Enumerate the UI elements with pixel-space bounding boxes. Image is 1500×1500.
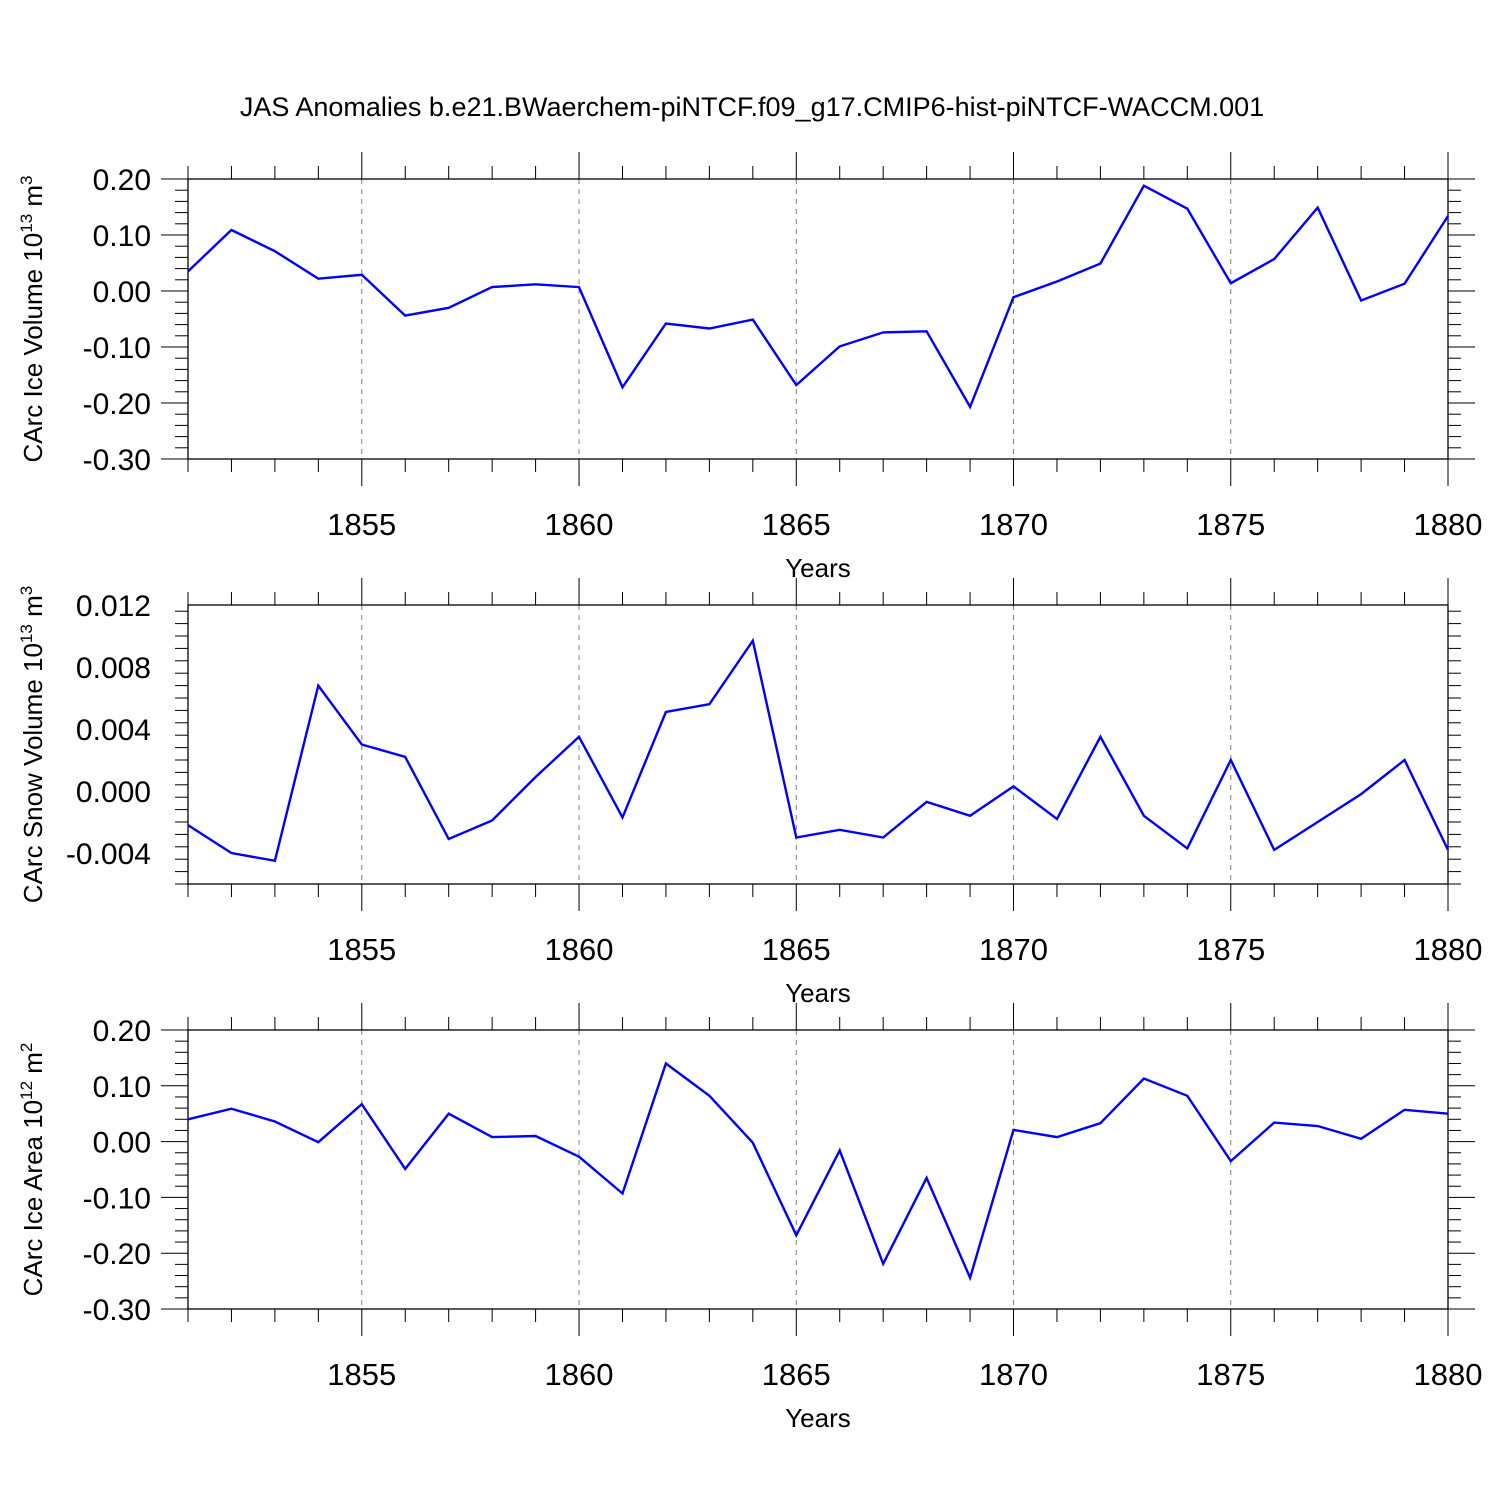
y-tick-label: 0.00: [93, 276, 151, 309]
y-tick-label: -0.20: [83, 388, 151, 421]
y-axis-label-unit-exponent: 2: [17, 1043, 36, 1052]
y-tick-label: 0.20: [93, 1015, 151, 1048]
series-line: [187, 637, 1450, 863]
y-axis-label: CArc Ice Area 1012 m2: [17, 1043, 48, 1297]
series-line: [187, 184, 1450, 410]
x-tick-label: 1865: [762, 507, 831, 542]
y-tick-label: 0.10: [93, 1071, 151, 1104]
y-tick-label: -0.10: [83, 1182, 151, 1215]
y-tick-label: 0.20: [93, 164, 151, 197]
y-axis-label-unit-exponent: 3: [17, 586, 36, 595]
x-tick-label: 1880: [1414, 932, 1483, 967]
plot-frame: [187, 604, 1449, 885]
figure-title: JAS Anomalies b.e21.BWaerchem-piNTCF.f09…: [240, 92, 1264, 122]
series-line: [187, 1061, 1449, 1282]
x-tick-label: 1880: [1414, 507, 1483, 542]
x-tick-label: 1860: [545, 507, 614, 542]
x-tick-label: 1855: [327, 932, 396, 967]
x-tick-label: 1870: [979, 932, 1048, 967]
y-axis-label-main: CArc Snow Volume 10: [18, 643, 48, 903]
y-tick-label: 0.012: [76, 590, 151, 623]
y-tick-label: -0.10: [83, 332, 151, 365]
y-axis-label: CArc Ice Volume 1013 m3: [17, 175, 48, 462]
x-axis-label: Years: [785, 553, 851, 583]
chart-panel-1: 1855 1860 1865 1870 1875 1880 -0.30 -0.20 -0.10 0…: [17, 152, 1482, 583]
y-axis-label: CArc Snow Volume 1013 m3: [17, 586, 48, 903]
chart-panel-3: 1855 1860 1865 1870 1875 1880 -0.30 -0.20 -0.10 0…: [17, 1003, 1482, 1433]
x-axis-label: Years: [785, 978, 851, 1008]
plot-frame: [187, 1029, 1449, 1310]
y-tick-label: 0.00: [93, 1127, 151, 1160]
y-tick-label: 0.000: [76, 776, 151, 809]
x-tick-label: 1865: [762, 932, 831, 967]
x-tick-label: 1860: [545, 932, 614, 967]
y-axis-label-main: CArc Ice Volume 10: [18, 233, 48, 463]
x-axis-label: Years: [785, 1403, 851, 1433]
chart-panel-2: 1855 1860 1865 1870 1875 1880 -0.004 0.000 0.004…: [17, 578, 1482, 1008]
y-axis-label-exponent: 13: [17, 624, 36, 643]
y-tick-label: 0.10: [93, 220, 151, 253]
x-tick-label: 1860: [545, 1357, 614, 1392]
x-tick-label: 1865: [762, 1357, 831, 1392]
x-tick-label: 1880: [1414, 1357, 1483, 1392]
y-axis-label-main: CArc Ice Area 10: [18, 1100, 48, 1297]
y-axis-label-exponent: 12: [17, 1081, 36, 1100]
y-tick-label: -0.30: [83, 1294, 151, 1327]
x-tick-label: 1875: [1196, 1357, 1265, 1392]
y-axis-label-unit: m: [18, 595, 48, 624]
x-tick-label: 1875: [1196, 507, 1265, 542]
y-tick-label: -0.004: [66, 838, 151, 871]
plot-frame: [187, 178, 1449, 460]
panels: 1855 1860 1865 1870 1875 1880 -0.30 -0.20 -0.10 0…: [17, 152, 1482, 1433]
x-tick-label: 1855: [327, 1357, 396, 1392]
y-tick-label: 0.004: [76, 714, 151, 747]
x-tick-label: 1870: [979, 507, 1048, 542]
y-tick-label: -0.30: [83, 444, 151, 477]
y-axis-label-unit: m: [18, 185, 48, 214]
y-tick-label: 0.008: [76, 652, 151, 685]
y-tick-label: -0.20: [83, 1238, 151, 1271]
y-axis-label-exponent: 13: [17, 214, 36, 233]
x-tick-label: 1855: [327, 507, 396, 542]
y-axis-label-unit-exponent: 3: [17, 175, 36, 184]
x-tick-label: 1875: [1196, 932, 1265, 967]
x-tick-label: 1870: [979, 1357, 1048, 1392]
y-axis-label-unit: m: [18, 1052, 48, 1081]
